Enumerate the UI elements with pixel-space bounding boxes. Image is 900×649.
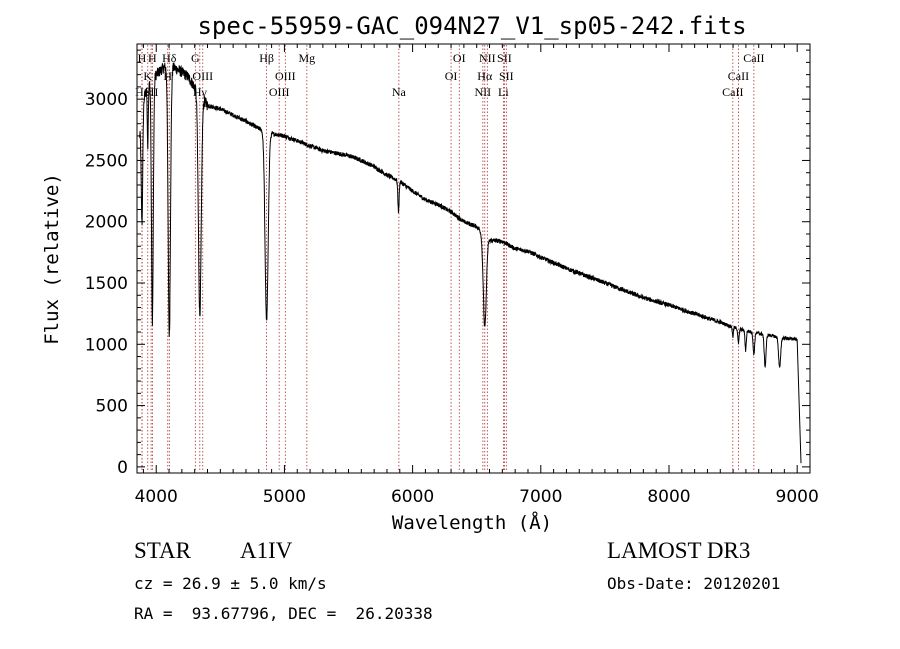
object-subclass: A1IV xyxy=(240,538,293,563)
line-marker-label: OI xyxy=(453,51,466,65)
line-marker-label: K xyxy=(143,69,152,83)
line-marker-label: CaII xyxy=(743,51,764,65)
line-marker-label: G xyxy=(191,51,200,65)
x-tick-label: 5000 xyxy=(263,487,306,507)
x-axis: 4000 5000 6000 7000 8000 9000 xyxy=(135,44,819,507)
coordinates: RA = 93.67796, DEC = 26.20338 xyxy=(134,604,433,623)
y-axis-label: Flux (relative) xyxy=(41,173,63,345)
line-marker-label: Na xyxy=(392,85,407,99)
line-marker-label: SII xyxy=(497,51,512,65)
plot-frame xyxy=(136,43,811,474)
line-marker-label: SII xyxy=(499,69,514,83)
spectrum-line xyxy=(139,62,802,464)
object-type: STAR xyxy=(134,538,191,563)
y-tick-label: 2000 xyxy=(85,213,128,233)
y-tick-label: 2500 xyxy=(85,151,128,171)
y-tick-label: 1500 xyxy=(85,274,128,294)
line-marker-label: H xyxy=(163,69,172,83)
y-tick-label: 0 xyxy=(117,458,128,478)
line-marker-label: Hα xyxy=(477,69,493,83)
line-marker-label: CaII xyxy=(722,85,743,99)
line-marker-label: OIII xyxy=(275,69,296,83)
observation-date: Obs-Date: 20120201 xyxy=(607,574,781,593)
line-marker-label: H xyxy=(148,51,157,65)
line-marker-label: CaII xyxy=(728,69,749,83)
line-marker-label: OIII xyxy=(192,69,213,83)
redshift-readout: cz = 26.9 ± 5.0 km/s xyxy=(134,574,327,593)
line-marker-labels: KHδ GHγOIIIHβOIIIOIIIMgNaOIOINIIHαNIILiSI… xyxy=(135,51,764,99)
survey-name: LAMOST DR3 xyxy=(607,538,751,563)
line-marker-label: Mg xyxy=(299,51,316,65)
line-markers xyxy=(141,45,755,472)
y-tick-label: 3000 xyxy=(85,90,128,110)
line-marker-label: H xyxy=(138,51,147,65)
x-tick-label: 6000 xyxy=(391,487,434,507)
y-axis: 0 500 1000 1500 2000 2500 3000 xyxy=(85,49,810,478)
line-marker-label: OIII xyxy=(269,85,290,99)
line-marker-label: OI xyxy=(445,69,458,83)
y-tick-label: 1000 xyxy=(85,335,128,355)
x-tick-label: 4000 xyxy=(135,487,178,507)
y-tick-label: 500 xyxy=(96,397,128,417)
line-marker-label: Li xyxy=(498,85,509,99)
line-marker-label: NII xyxy=(475,85,492,99)
x-tick-label: 9000 xyxy=(776,487,819,507)
line-marker-label: Hβ xyxy=(259,51,274,65)
line-marker-label: NII xyxy=(479,51,496,65)
chart-title: spec-55959-GAC_094N27_V1_sp05-242.fits xyxy=(197,12,746,40)
x-tick-label: 7000 xyxy=(519,487,562,507)
x-axis-label: Wavelength (Å) xyxy=(392,511,552,534)
x-tick-label: 8000 xyxy=(647,487,690,507)
line-marker-label: Hδ xyxy=(162,51,177,65)
